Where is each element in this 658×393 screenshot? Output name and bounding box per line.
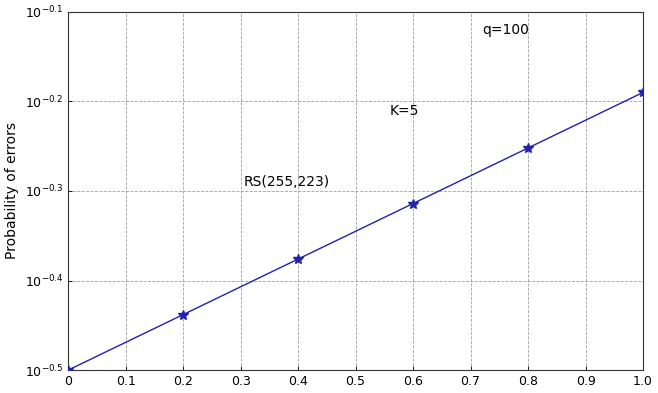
Y-axis label: Probability of errors: Probability of errors <box>5 123 19 259</box>
Text: K=5: K=5 <box>390 104 419 118</box>
Text: RS(255,223): RS(255,223) <box>243 176 330 189</box>
Text: q=100: q=100 <box>482 23 529 37</box>
